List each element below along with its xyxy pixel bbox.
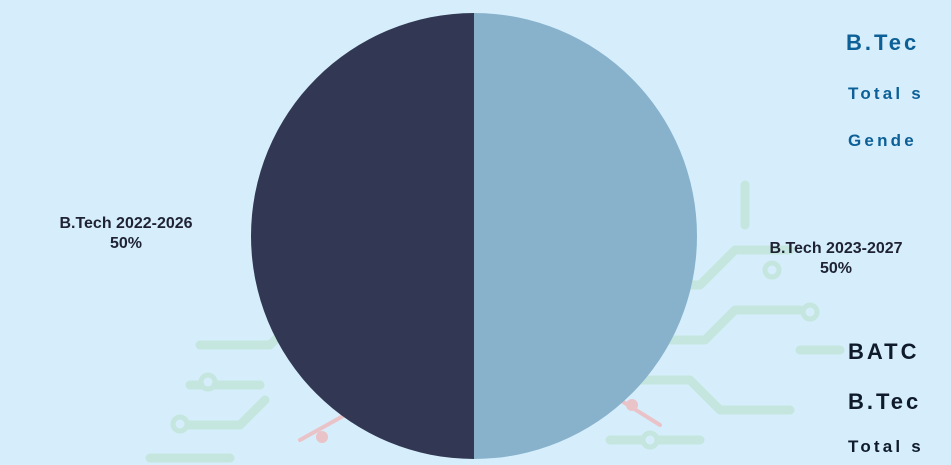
side-top-heading: B.Tec — [846, 30, 920, 55]
slice-name-left: B.Tech 2022-2026 — [59, 215, 193, 232]
slice-percent-right: 50% — [819, 260, 853, 277]
side-bottom-heading: BATC — [848, 339, 920, 364]
slice-percent-left: 50% — [109, 235, 143, 252]
side-bottom-subheading: B.Tec — [848, 389, 922, 414]
side-top-line2: Gende — [848, 131, 917, 150]
slice-name-right: B.Tech 2023-2027 — [769, 240, 903, 257]
side-top-line1: Total s — [848, 84, 924, 103]
slice-label-left: B.Tech 2022-2026 50% — [26, 214, 226, 254]
side-bottom-line1: Total s — [848, 437, 924, 456]
pie-slice-b-tech-2023-2027 — [474, 13, 697, 459]
pie-slice-b-tech-2022-2026 — [251, 13, 474, 459]
slice-label-right: B.Tech 2023-2027 50% — [736, 239, 936, 279]
